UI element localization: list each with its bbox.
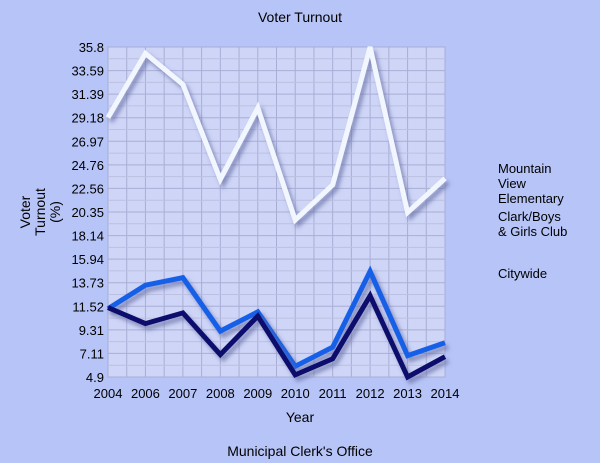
y-tick-label: 35.8 (79, 40, 104, 55)
series-line-1 (106, 265, 446, 370)
x-tick-label: 2004 (94, 386, 123, 401)
y-tick-label: 26.97 (71, 134, 104, 149)
y-tick-labels: 4.9 7.11 9.31 11.52 13.73 15.94 18.14 20.35 22.5… (71, 40, 104, 385)
gridlines (107, 46, 446, 378)
x-tick-labels: 2004 2006 2007 2008 2009 2010 2011 2012 2013 2014 (94, 386, 460, 401)
x-tick-label: 2014 (431, 386, 460, 401)
series-line-3 (105, 46, 447, 225)
series-line-2 (107, 290, 447, 381)
x-tick-label: 2007 (168, 386, 197, 401)
y-tick-label: 22.56 (71, 181, 104, 196)
legend-label: Mountain View Elementary (498, 161, 564, 206)
x-axis-title: Year (286, 409, 315, 425)
y-tick-label: 9.31 (79, 323, 104, 338)
legend-label: Clark/Boys & Girls Club (498, 209, 567, 239)
legend-entry-3: Citywide (462, 266, 547, 281)
y-tick-label: 24.76 (71, 158, 104, 173)
legend-label: Citywide (498, 266, 547, 281)
y-tick-label: 20.35 (71, 205, 104, 220)
y-tick-label: 18.14 (71, 229, 104, 244)
x-tick-label: 2008 (206, 386, 235, 401)
x-tick-label: 2013 (393, 386, 422, 401)
series-lines (105, 46, 447, 381)
x-tick-label: 2009 (243, 386, 272, 401)
chart-caption: Municipal Clerk's Office (227, 443, 373, 459)
y-tick-label: 4.9 (86, 370, 104, 385)
x-tick-label: 2010 (281, 386, 310, 401)
y-tick-label: 11.52 (72, 299, 104, 314)
y-tick-label: 33.59 (71, 64, 104, 79)
y-axis-title: VoterTurnout(%) (17, 188, 63, 236)
y-tick-label: 15.94 (71, 252, 104, 267)
y-tick-label: 13.73 (71, 276, 104, 291)
y-tick-label: 29.18 (71, 111, 104, 126)
legend-entry-2: Clark/Boys & Girls Club (462, 209, 567, 239)
x-tick-label: 2006 (131, 386, 160, 401)
chart-title: Voter Turnout (258, 9, 342, 25)
legend-entry-1: Mountain View Elementary (462, 161, 564, 206)
y-tick-label: 31.39 (71, 87, 104, 102)
y-tick-label: 7.11 (80, 346, 104, 361)
x-tick-label: 2011 (319, 386, 347, 401)
x-tick-label: 2012 (356, 386, 385, 401)
